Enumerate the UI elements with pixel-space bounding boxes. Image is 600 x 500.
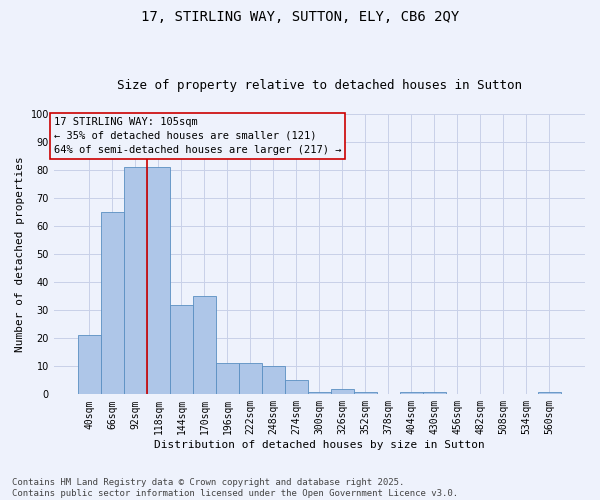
Text: 17 STIRLING WAY: 105sqm
← 35% of detached houses are smaller (121)
64% of semi-d: 17 STIRLING WAY: 105sqm ← 35% of detache… (54, 117, 341, 155)
Bar (308, 392, 331, 394)
Title: Size of property relative to detached houses in Sutton: Size of property relative to detached ho… (117, 79, 522, 92)
Bar (239, 364, 262, 394)
Bar (262, 366, 285, 394)
Bar (78, 336, 101, 394)
Bar (400, 392, 423, 394)
Bar (170, 304, 193, 394)
Text: 17, STIRLING WAY, SUTTON, ELY, CB6 2QY: 17, STIRLING WAY, SUTTON, ELY, CB6 2QY (141, 10, 459, 24)
Bar (124, 168, 147, 394)
X-axis label: Distribution of detached houses by size in Sutton: Distribution of detached houses by size … (154, 440, 485, 450)
Bar (193, 296, 216, 394)
Bar (216, 364, 239, 394)
Y-axis label: Number of detached properties: Number of detached properties (15, 156, 25, 352)
Bar (538, 392, 561, 394)
Bar (147, 168, 170, 394)
Bar (285, 380, 308, 394)
Bar (423, 392, 446, 394)
Bar (101, 212, 124, 394)
Text: Contains HM Land Registry data © Crown copyright and database right 2025.
Contai: Contains HM Land Registry data © Crown c… (12, 478, 458, 498)
Bar (331, 388, 354, 394)
Bar (354, 392, 377, 394)
